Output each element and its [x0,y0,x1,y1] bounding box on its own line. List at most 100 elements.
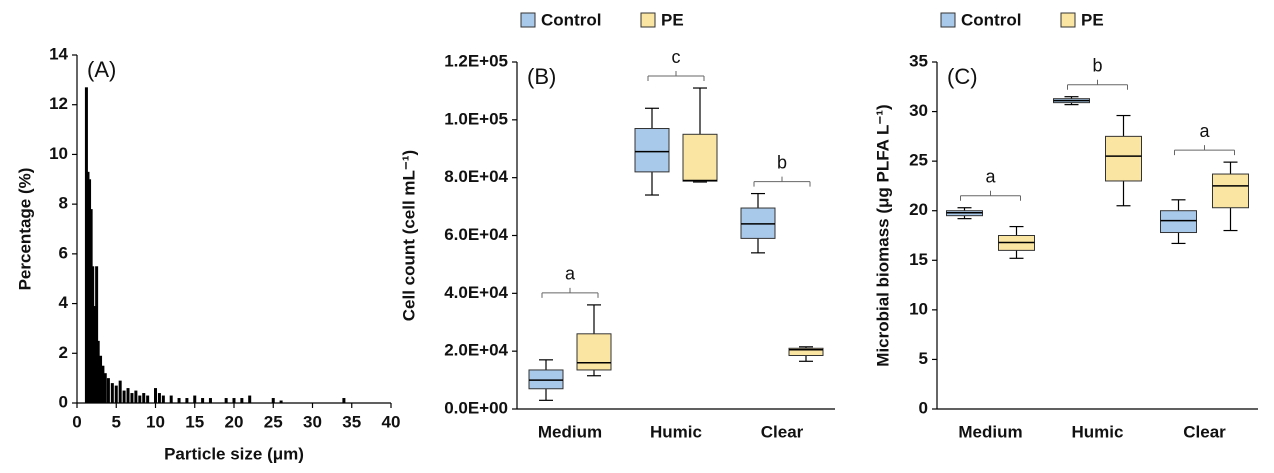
group-letter: b [1092,55,1102,75]
bar [134,390,138,403]
y-axis-title: Microbial biomass (μg PLFA L⁻¹) [873,104,892,366]
bar [106,378,110,403]
bar [91,266,95,403]
x-tick-label: Medium [538,422,602,441]
bar [88,179,92,403]
group-letter: a [1199,121,1210,141]
bar [232,398,236,403]
bar [96,340,100,403]
bar [279,400,283,403]
x-tick-label: Humic [650,422,702,441]
bar [101,365,105,403]
bar [201,398,205,403]
x-tick-label: Humic [1072,422,1124,441]
box [1160,210,1197,234]
y-tick-label: 15 [909,250,928,269]
bar [208,398,212,403]
group-letter: a [565,264,576,284]
y-tick-label: 20 [909,200,928,219]
y-tick-label: 30 [909,101,928,120]
panel-label: (B) [527,64,556,89]
y-tick-label: 12 [49,94,68,113]
x-tick-label: Medium [958,422,1022,441]
bar [185,398,189,403]
bar [130,393,134,403]
legend-label: Control [961,10,1021,29]
y-tick-label: 25 [909,151,928,170]
y-tick-label: 1.0E+05 [444,109,508,128]
bar [103,373,107,403]
x-tick-label: 20 [225,412,244,431]
bar [89,209,93,403]
x-tick-label: 5 [112,412,121,431]
y-tick-label: 6 [59,243,68,262]
y-tick-label: 10 [909,299,928,318]
group-letter: a [985,166,996,186]
x-tick-label: 25 [264,412,283,431]
y-tick-label: 2 [59,343,68,362]
bar [193,395,197,403]
bar [224,398,228,403]
panel-label: (C) [947,64,978,89]
legend-swatch [640,12,656,28]
box [788,347,824,357]
y-axis-title: Percentage (%) [15,168,34,291]
bar [110,383,114,403]
x-tick-label: Clear [761,422,804,441]
y-tick-label: 10 [49,144,68,163]
bar [142,393,146,403]
bar [126,388,130,403]
y-tick-label: 4.0E+04 [444,283,508,302]
box [1105,135,1142,182]
y-tick-label: 2.0E+04 [444,341,508,360]
bar [248,395,252,403]
bar [177,398,181,403]
bar [240,398,244,403]
y-tick-label: 8.0E+04 [444,167,508,186]
legend-label: PE [661,10,684,29]
bar [342,398,346,403]
x-tick-label: 30 [303,412,322,431]
x-tick-label: 10 [146,412,165,431]
bar [271,398,275,403]
legend-label: Control [541,10,601,29]
x-tick-label: 40 [382,412,401,431]
y-tick-label: 0 [59,392,68,411]
bar [92,306,96,403]
bar [122,390,126,403]
y-tick-label: 1.2E+05 [444,51,508,70]
group-letter: c [672,47,681,67]
x-tick-label: 0 [72,412,81,431]
box [682,133,718,182]
panel-label: (A) [87,57,116,82]
box [1212,173,1249,209]
y-tick-label: 5 [919,349,928,368]
legend-swatch [1060,12,1076,28]
bar [138,395,142,403]
bar [99,355,103,403]
x-axis-title: Particle size (μm) [164,444,304,463]
y-tick-label: 4 [59,293,69,312]
group-letter: b [777,152,787,172]
x-tick-label: Clear [1183,422,1226,441]
bar [118,380,122,403]
legend-swatch [940,12,956,28]
y-tick-label: 0.0E+00 [444,398,508,417]
y-tick-label: 6.0E+04 [444,225,508,244]
y-tick-label: 0 [919,398,928,417]
bar [161,395,165,403]
bar [84,87,88,404]
legend-swatch [520,12,536,28]
y-tick-label: 14 [49,44,68,63]
bar [114,385,118,403]
y-axis-title: Cell count (cell mL⁻¹) [399,150,418,321]
bar [154,388,157,403]
box [576,333,612,371]
bar [86,171,90,403]
x-tick-label: 15 [185,412,204,431]
y-tick-label: 35 [909,51,928,70]
y-tick-label: 8 [59,194,68,213]
legend-label: PE [1081,10,1104,29]
bar [169,395,173,403]
